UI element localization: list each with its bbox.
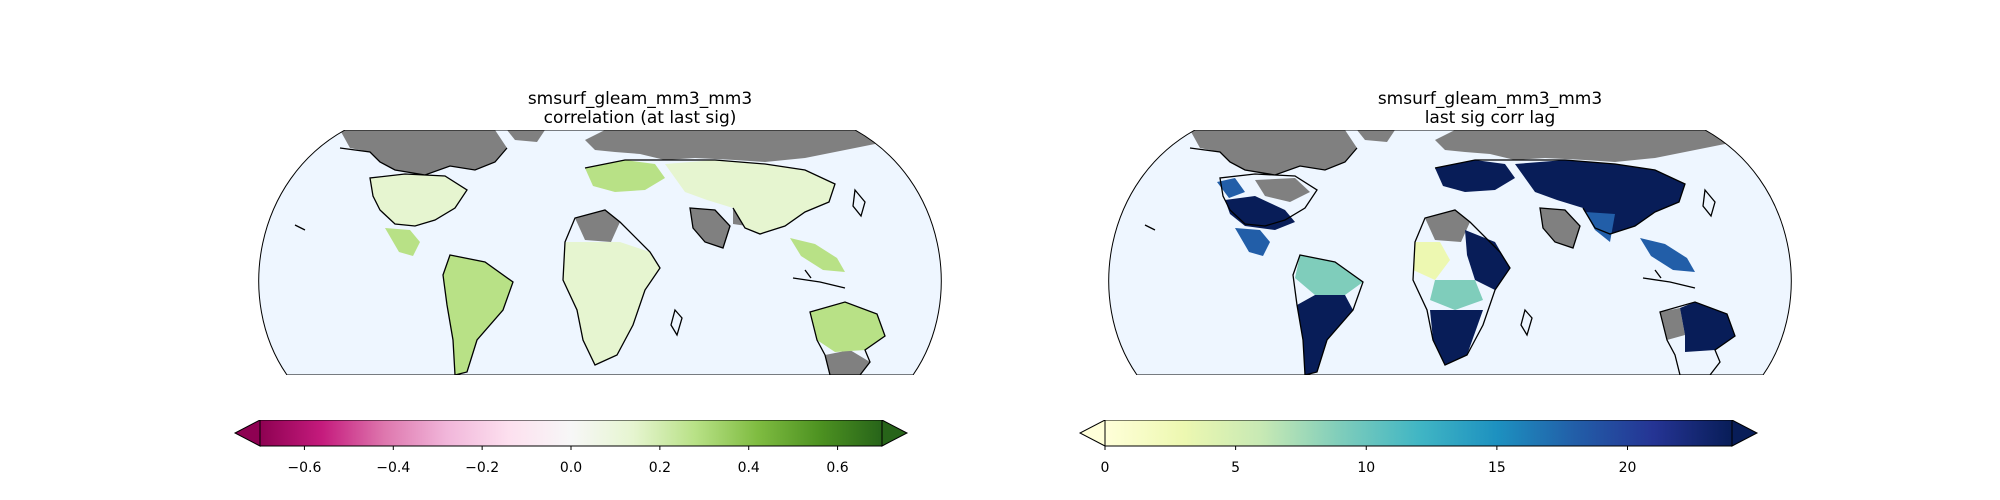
land-north-america-dry — [1255, 178, 1310, 202]
land-australia-data — [1680, 302, 1735, 352]
colorbar-tick-label: 0.4 — [737, 460, 760, 476]
coastline-africa — [1412, 209, 1511, 366]
colorbar-extend-high — [1731, 420, 1759, 447]
world-map — [1108, 130, 1792, 375]
colorbar-tick-label: 0.0 — [559, 460, 583, 476]
land-australia-data — [810, 302, 885, 352]
colorbar-tick-label: −0.2 — [465, 460, 500, 476]
land-australia-interior — [1660, 308, 1685, 340]
colorbar-tick-label: 20 — [1618, 460, 1637, 476]
map-title-line1: smsurf_gleam_mm3_mm3 — [1377, 89, 1603, 109]
coastline-south-america — [442, 254, 514, 375]
map-title-line2: last sig corr lag — [1424, 108, 1556, 128]
land-sahara-dry — [575, 210, 620, 242]
land-south-america-data — [443, 255, 513, 375]
colorbar-extend-low — [233, 420, 261, 447]
coastline-north-america — [1189, 147, 1358, 227]
colorbar-tick-label: 10 — [1357, 460, 1376, 476]
land-data-layer — [370, 160, 885, 375]
map-title-line2: correlation (at last sig) — [543, 108, 737, 128]
land-mexico-data — [1235, 228, 1270, 256]
land-data-layer — [1217, 160, 1735, 375]
land-europe-data — [1435, 160, 1515, 192]
colorbar-extend-low — [1078, 420, 1106, 447]
land-arabia — [1540, 208, 1580, 248]
map-boundary — [1108, 130, 1792, 375]
colorbar-tick-label: 5 — [1231, 460, 1241, 476]
land-south-america-south-data — [1297, 295, 1353, 375]
land-africa-east-data — [1465, 230, 1510, 290]
coastline-japan — [1702, 188, 1716, 218]
colorbar-tick-label: 15 — [1487, 460, 1506, 476]
colorbar-extend-high — [881, 420, 909, 447]
land-asia-data — [1515, 160, 1685, 234]
colorbar-correlation — [233, 420, 909, 450]
world-map — [258, 130, 942, 375]
land-greenland — [1357, 130, 1395, 142]
map-panel-lag: smsurf_gleam_mm3_mm3 last sig corr lag — [1040, 0, 1940, 500]
land-africa-south-data — [1430, 310, 1483, 365]
land-north-america-north — [1190, 130, 1357, 175]
coastline-hawaii — [1144, 224, 1156, 231]
map-title-line1: smsurf_gleam_mm3_mm3 — [527, 89, 753, 109]
land-arabia — [690, 208, 730, 248]
land-north-america-west-data — [1217, 178, 1245, 198]
coastline-indonesia — [1642, 269, 1696, 289]
colorbar-tick-label: 0.2 — [648, 460, 671, 476]
coastline-australia — [1659, 301, 1736, 375]
map-boundary — [258, 130, 942, 375]
land-north-america-data — [370, 174, 467, 226]
coastline-madagascar — [1520, 308, 1533, 337]
colorbar-body — [259, 420, 883, 447]
colorbar-lag — [1078, 420, 1759, 450]
map-panel-correlation: smsurf_gleam_mm3_mm3 correlation (at las… — [190, 0, 1090, 500]
coastline-north-america — [339, 147, 508, 227]
land-southeast-asia-data — [790, 238, 845, 272]
land-india-data — [1585, 212, 1615, 242]
coastline-hawaii — [294, 224, 306, 231]
map-title: smsurf_gleam_mm3_mm3 last sig corr lag — [1040, 90, 1940, 128]
land-southeast-asia-data — [1640, 238, 1695, 272]
colorbar-tick-label: 0.6 — [826, 460, 849, 476]
land-north-america-north — [340, 130, 507, 175]
land-asia-data — [665, 160, 835, 234]
coastline-indonesia — [792, 269, 846, 289]
land-europe-data — [585, 160, 665, 192]
colorbar-tick-label: −0.6 — [287, 460, 322, 476]
land-eurasia-north — [585, 130, 885, 162]
coastline-eurasia — [584, 159, 836, 249]
colorbar-body — [1104, 420, 1733, 447]
coastline-south-america — [1292, 254, 1364, 375]
land-africa-north-data — [1413, 242, 1450, 280]
land-mexico-data — [385, 228, 420, 256]
land-africa-data — [563, 242, 660, 365]
land-africa-central-data — [1430, 280, 1483, 310]
coastline-madagascar — [670, 308, 683, 337]
land-greenland — [507, 130, 545, 142]
coastline-australia — [809, 301, 886, 375]
coastline-africa — [562, 209, 661, 366]
map-title: smsurf_gleam_mm3_mm3 correlation (at las… — [190, 90, 1090, 128]
land-eurasia-north — [1435, 130, 1735, 162]
coastline-eurasia — [1434, 159, 1686, 249]
coastline-japan — [852, 188, 866, 218]
land-sahara-dry — [1425, 210, 1470, 242]
colorbar-tick-label: −0.4 — [376, 460, 411, 476]
land-south-america-north-data — [1295, 255, 1363, 295]
colorbar-tick-label: 0 — [1100, 460, 1110, 476]
land-australia-interior — [825, 350, 870, 375]
